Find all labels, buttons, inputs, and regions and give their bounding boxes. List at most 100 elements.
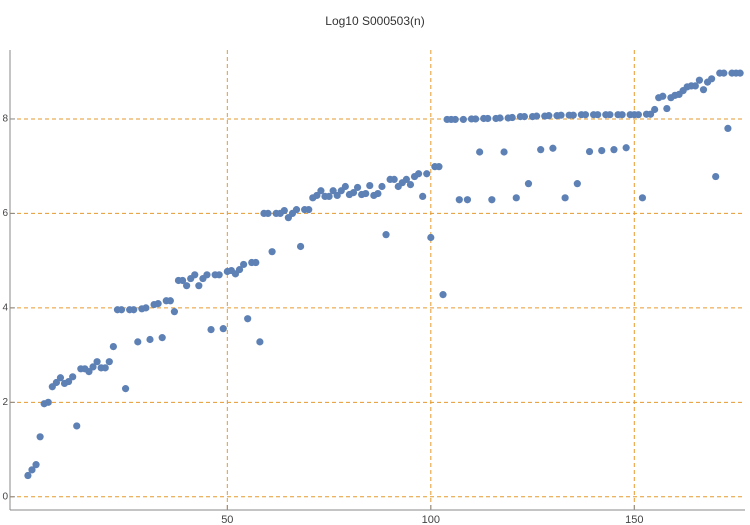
point — [158, 334, 166, 342]
point — [736, 69, 744, 77]
point — [390, 175, 398, 184]
point — [36, 433, 44, 441]
point — [557, 111, 565, 119]
point — [691, 82, 699, 90]
point — [699, 86, 708, 94]
point — [500, 148, 508, 156]
point — [329, 187, 337, 195]
x-tick-label: 150 — [625, 514, 643, 525]
point — [333, 191, 341, 200]
point — [476, 148, 484, 156]
point — [235, 266, 244, 274]
point — [594, 111, 602, 119]
point — [296, 242, 305, 251]
point — [695, 76, 704, 84]
point — [240, 260, 248, 269]
point — [109, 342, 117, 351]
point — [610, 146, 618, 154]
point — [638, 194, 647, 202]
point — [85, 368, 93, 376]
y-tick-label: 2 — [2, 397, 8, 408]
point — [101, 364, 109, 372]
point — [93, 358, 101, 366]
point — [44, 398, 52, 406]
chart-title: Log10 S000503(n) — [325, 14, 424, 28]
point — [508, 113, 516, 122]
point — [341, 182, 349, 191]
point — [524, 180, 533, 188]
point — [569, 111, 577, 119]
point — [256, 338, 264, 346]
point — [512, 194, 520, 202]
point — [545, 112, 553, 120]
point — [146, 335, 154, 344]
point — [423, 170, 431, 178]
point — [121, 385, 130, 393]
point — [402, 175, 410, 184]
point — [362, 189, 370, 198]
point — [73, 422, 81, 430]
point — [622, 144, 630, 152]
point — [659, 92, 667, 100]
point — [215, 271, 223, 279]
point — [573, 180, 581, 188]
point — [598, 146, 606, 155]
point — [427, 233, 435, 242]
point — [28, 466, 36, 474]
point — [69, 373, 77, 381]
point — [720, 69, 728, 77]
point — [451, 115, 459, 124]
point — [207, 325, 215, 334]
y-tick-label: 4 — [2, 303, 8, 314]
point — [415, 170, 423, 178]
point — [419, 192, 427, 201]
point — [708, 75, 716, 83]
point — [712, 172, 720, 181]
point — [134, 338, 142, 346]
point — [406, 180, 415, 189]
point — [585, 147, 594, 156]
point — [435, 163, 443, 171]
point — [325, 192, 333, 201]
point — [349, 189, 358, 197]
point — [663, 104, 671, 113]
point — [244, 315, 252, 323]
point — [105, 358, 113, 366]
point — [89, 363, 97, 371]
point — [581, 111, 590, 119]
point — [520, 112, 529, 121]
y-tick-label: 8 — [2, 114, 8, 125]
point — [606, 111, 614, 119]
point — [56, 374, 65, 382]
point — [646, 110, 655, 118]
point — [313, 191, 321, 200]
point — [24, 471, 32, 480]
point — [618, 111, 626, 119]
y-tick-label: 0 — [2, 491, 8, 502]
point — [549, 144, 557, 152]
point — [305, 206, 313, 214]
point — [142, 304, 150, 312]
point — [561, 194, 569, 202]
point — [219, 325, 227, 333]
point — [488, 196, 496, 204]
point — [195, 282, 203, 290]
point — [317, 187, 325, 195]
point — [496, 114, 504, 122]
point — [382, 231, 390, 239]
point — [353, 183, 362, 192]
point — [292, 206, 301, 214]
point — [455, 196, 463, 204]
point — [203, 271, 211, 279]
point — [32, 461, 40, 469]
point — [117, 306, 126, 314]
point — [154, 300, 162, 308]
point — [52, 378, 60, 387]
point — [268, 248, 276, 256]
point — [724, 124, 732, 132]
point — [459, 115, 467, 124]
point — [252, 258, 260, 267]
point — [264, 209, 272, 218]
point — [170, 308, 179, 316]
